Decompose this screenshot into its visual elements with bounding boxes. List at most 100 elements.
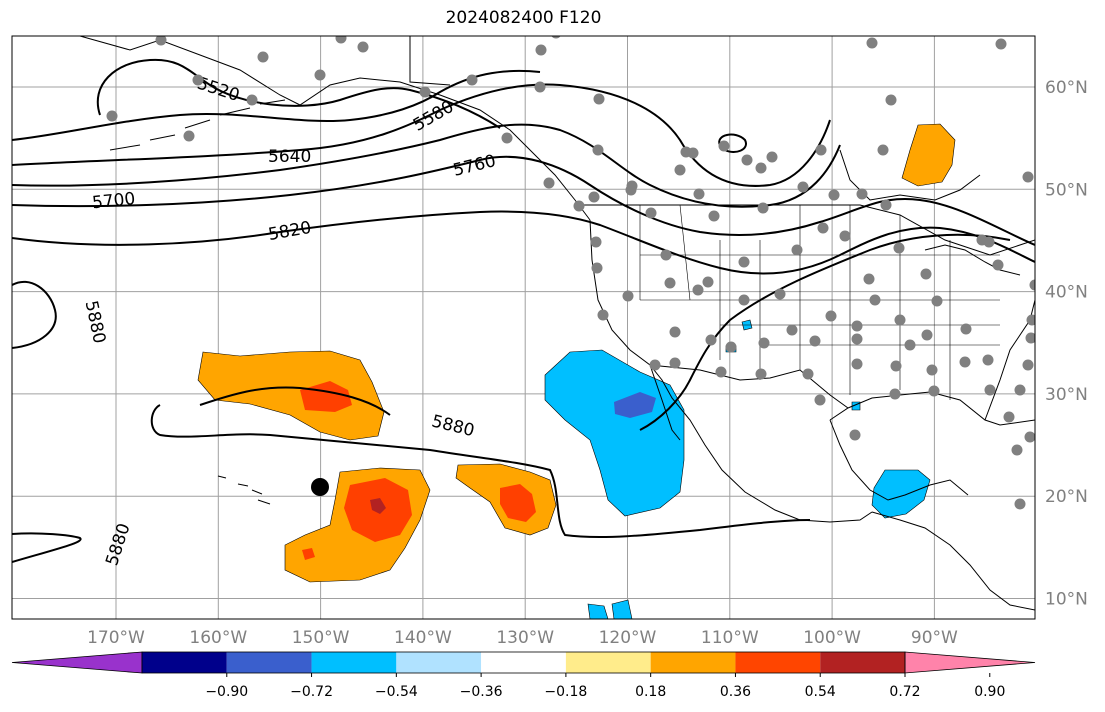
station-dot (992, 259, 1004, 271)
colorbar-tick-label: −0.90 (205, 684, 248, 700)
station-dot (802, 368, 814, 380)
station-dot (246, 94, 258, 106)
station-dot (551, 36, 561, 39)
station-dot (1003, 411, 1015, 423)
station-dot (741, 154, 753, 166)
colorbar-tick-label: −0.72 (290, 684, 333, 700)
lon-label-160: 160°W (189, 628, 247, 648)
lon-label-150: 150°W (292, 628, 350, 648)
station-dot (849, 429, 861, 441)
red-small-blob (302, 548, 315, 560)
station-dot (591, 262, 603, 274)
station-dot (885, 94, 897, 106)
lon-label-170: 170°W (87, 628, 145, 648)
colorbar-bin (820, 652, 905, 673)
central-america (871, 511, 1035, 611)
station-dot (357, 41, 369, 53)
location-marker (311, 478, 329, 496)
station-dot (774, 288, 786, 300)
station-dot (715, 366, 727, 378)
station-dot (708, 210, 720, 222)
station-dot (257, 51, 269, 63)
station-dot (669, 326, 681, 338)
station-dot (960, 323, 972, 335)
station-dot (693, 188, 705, 200)
colorbar-tick-label: 0.36 (720, 684, 751, 700)
station-dot (869, 294, 881, 306)
station-dot (1011, 444, 1023, 456)
station-dot (866, 37, 878, 49)
station-dot (725, 341, 737, 353)
us-mexico-border (649, 364, 849, 409)
contour-5880-sw (12, 532, 82, 563)
station-dot (851, 320, 863, 332)
station-dot (535, 44, 547, 56)
station-dot (466, 74, 478, 86)
station-dot (702, 276, 714, 288)
colorbar: −0.90 −0.72 −0.54 −0.36 −0.18 0.18 0.36 0.54 0.7… (11, 651, 1036, 700)
blue-small-sw (587, 599, 633, 619)
station-dot (791, 244, 803, 256)
colorbar-bin (735, 652, 821, 673)
lat-label-30: 30°N (1045, 385, 1088, 405)
station-dot (890, 360, 902, 372)
station-dot (856, 188, 868, 200)
station-dot (817, 222, 829, 234)
station-dot (593, 93, 605, 105)
station-dot (335, 36, 347, 44)
station-dot (1025, 332, 1035, 344)
station-dot (851, 358, 863, 370)
station-dot (718, 140, 730, 152)
alaska-canada-border (409, 36, 451, 86)
station-dot (738, 294, 750, 306)
station-dots (106, 36, 1035, 510)
anomaly-fills (197, 123, 956, 619)
station-dot (573, 200, 585, 212)
lon-label-130: 130°W (496, 628, 554, 648)
station-dot (664, 277, 676, 289)
colorbar-tick-label: −0.36 (460, 684, 503, 700)
contour-label-5880-main: 5880 (430, 411, 477, 441)
station-dot (926, 364, 938, 376)
gulf-coast (829, 391, 1035, 426)
station-dot (1022, 171, 1034, 183)
station-dot (543, 177, 555, 189)
longitude-labels: 170°W 160°W 150°W 140°W 130°W 120°W 110°W 100°W… (87, 628, 958, 648)
lat-label-60: 60°N (1045, 78, 1088, 98)
station-dot (920, 268, 932, 280)
station-dot (814, 394, 826, 406)
contour-small-loop (718, 133, 747, 153)
station-dot (674, 164, 686, 176)
contour-label-5760: 5760 (451, 151, 498, 181)
lon-label-100: 100°W (803, 628, 861, 648)
contour-label-5580: 5580 (410, 97, 457, 136)
lon-label-110: 110°W (701, 628, 759, 648)
east-coast (984, 299, 1035, 421)
station-dot (863, 273, 875, 285)
contour-label-5880-west: 5880 (81, 299, 110, 345)
contour-5760 (12, 155, 1035, 246)
blue-region-yucatan (871, 469, 931, 519)
colorbar-extend-high (904, 651, 1036, 674)
contour-5880-main (150, 404, 811, 539)
station-dot (984, 384, 996, 396)
station-dot (705, 334, 717, 346)
lat-label-10: 10°N (1045, 590, 1088, 610)
lat-label-20: 20°N (1045, 487, 1088, 507)
hawaii-islands (217, 475, 271, 505)
station-dot (931, 295, 943, 307)
station-dot (597, 309, 609, 321)
colorbar-tick-label: −0.18 (544, 684, 587, 700)
station-dot (894, 314, 906, 326)
station-dot (1014, 498, 1026, 510)
station-dot (649, 359, 661, 371)
station-dot (1029, 279, 1035, 291)
great-lakes (924, 244, 1021, 276)
station-dot (660, 249, 672, 261)
hudson-bay (839, 149, 981, 201)
station-dot (851, 333, 863, 345)
colorbar-bin (226, 652, 312, 673)
station-dot (692, 284, 704, 296)
station-dot (755, 162, 767, 174)
